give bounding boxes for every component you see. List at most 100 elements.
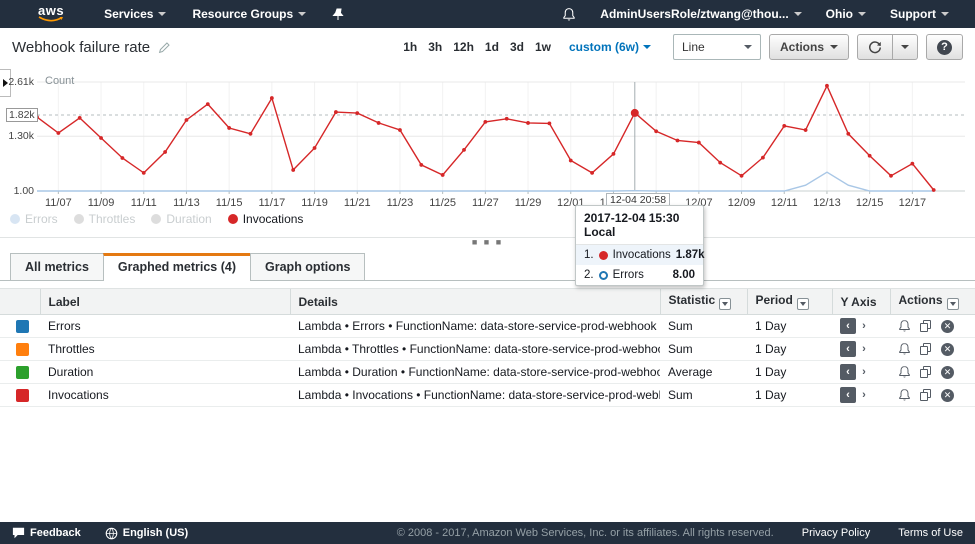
legend-dot-icon bbox=[228, 214, 238, 224]
chart-legend: Errors Throttles Duration Invocations bbox=[10, 212, 303, 226]
privacy-policy-link[interactable]: Privacy Policy bbox=[802, 527, 870, 539]
time-range-1h[interactable]: 1h bbox=[403, 40, 417, 54]
metric-period[interactable]: 1 Day bbox=[747, 361, 832, 384]
duplicate-icon[interactable] bbox=[920, 366, 932, 378]
remove-metric-icon[interactable]: ✕ bbox=[941, 389, 954, 402]
time-range-12h[interactable]: 12h bbox=[453, 40, 474, 54]
metric-period[interactable]: 1 Day bbox=[747, 338, 832, 361]
custom-range-button[interactable]: custom (6w) bbox=[569, 40, 651, 54]
metric-color-checkbox[interactable] bbox=[16, 366, 29, 379]
filter-dropdown-icon[interactable] bbox=[719, 298, 731, 310]
metric-period[interactable]: 1 Day bbox=[747, 384, 832, 407]
nav-region-menu[interactable]: Ohio bbox=[826, 7, 866, 21]
metric-row-throttles: ThrottlesLambda • Throttles • FunctionNa… bbox=[0, 338, 975, 361]
metric-color-checkbox[interactable] bbox=[16, 389, 29, 402]
tooltip-row-invocations: 1.Invocations1.87k bbox=[576, 245, 703, 265]
alarm-bell-icon[interactable] bbox=[898, 342, 911, 356]
metrics-tabs: All metricsGraphed metrics (4)Graph opti… bbox=[0, 252, 975, 281]
metric-statistic[interactable]: Average bbox=[660, 361, 747, 384]
metric-label[interactable]: Errors bbox=[40, 315, 290, 338]
nav-resource-groups[interactable]: Resource Groups bbox=[192, 7, 306, 21]
metric-color-checkbox[interactable] bbox=[16, 320, 29, 333]
copyright-text: © 2008 - 2017, Amazon Web Services, Inc.… bbox=[397, 527, 774, 539]
alarm-bell-icon[interactable] bbox=[898, 319, 911, 333]
chevron-down-icon bbox=[858, 12, 866, 16]
metric-statistic[interactable]: Sum bbox=[660, 315, 747, 338]
y-axis-left-button[interactable]: ‹ bbox=[840, 318, 856, 334]
column-header-select bbox=[0, 289, 40, 315]
alarm-bell-icon[interactable] bbox=[898, 388, 911, 402]
y-tick-label: 2.61k bbox=[2, 76, 34, 88]
time-range-3d[interactable]: 3d bbox=[510, 40, 524, 54]
metric-period[interactable]: 1 Day bbox=[747, 315, 832, 338]
pin-icon[interactable] bbox=[332, 8, 344, 21]
x-tick-label: 11/27 bbox=[472, 197, 499, 209]
edit-pencil-icon[interactable] bbox=[158, 41, 171, 54]
alarm-bell-icon[interactable] bbox=[898, 365, 911, 379]
tab-graph-options[interactable]: Graph options bbox=[250, 253, 365, 280]
actions-button[interactable]: Actions bbox=[769, 34, 849, 60]
y-axis-left-button[interactable]: ‹ bbox=[840, 341, 856, 357]
language-selector[interactable]: English (US) bbox=[105, 527, 188, 540]
column-header-actions: Actions bbox=[890, 289, 975, 315]
x-tick-label: 11/13 bbox=[173, 197, 200, 209]
legend-label: Duration bbox=[166, 212, 211, 226]
metric-details: Lambda • Errors • FunctionName: data-sto… bbox=[290, 315, 660, 338]
tab-graphed-metrics-4-[interactable]: Graphed metrics (4) bbox=[103, 253, 251, 281]
filter-dropdown-icon[interactable] bbox=[947, 298, 959, 310]
remove-metric-icon[interactable]: ✕ bbox=[941, 366, 954, 379]
metric-details: Lambda • Duration • FunctionName: data-s… bbox=[290, 361, 660, 384]
remove-metric-icon[interactable]: ✕ bbox=[941, 343, 954, 356]
x-tick-label: 11/19 bbox=[301, 197, 328, 209]
nav-support-menu[interactable]: Support bbox=[890, 7, 949, 21]
y-axis-title: Count bbox=[45, 75, 74, 87]
refresh-button[interactable] bbox=[857, 34, 893, 60]
y-axis-right-button[interactable]: › bbox=[856, 341, 872, 357]
metric-label[interactable]: Throttles bbox=[40, 338, 290, 361]
resize-grip[interactable]: ■ ■ ■ bbox=[472, 239, 503, 245]
y-axis-left-button[interactable]: ‹ bbox=[840, 387, 856, 403]
tooltip-series-name: Errors bbox=[613, 269, 644, 281]
duplicate-icon[interactable] bbox=[920, 389, 932, 401]
metric-row-duration: DurationLambda • Duration • FunctionName… bbox=[0, 361, 975, 384]
legend-item-throttles[interactable]: Throttles bbox=[74, 212, 136, 226]
nav-services[interactable]: Services bbox=[104, 7, 166, 21]
y-axis-right-button[interactable]: › bbox=[856, 364, 872, 380]
metric-statistic[interactable]: Sum bbox=[660, 384, 747, 407]
terms-of-use-link[interactable]: Terms of Use bbox=[898, 527, 963, 539]
filter-dropdown-icon[interactable] bbox=[797, 298, 809, 310]
feedback-button[interactable]: Feedback bbox=[12, 527, 81, 539]
y-axis-right-button[interactable]: › bbox=[856, 318, 872, 334]
metric-label[interactable]: Duration bbox=[40, 361, 290, 384]
notifications-bell-icon[interactable] bbox=[562, 7, 576, 22]
metric-statistic[interactable]: Sum bbox=[660, 338, 747, 361]
remove-metric-icon[interactable]: ✕ bbox=[941, 320, 954, 333]
metric-details: Lambda • Invocations • FunctionName: dat… bbox=[290, 384, 660, 407]
chart-type-select[interactable]: Line bbox=[673, 34, 761, 60]
y-axis-left-button[interactable]: ‹ bbox=[840, 364, 856, 380]
nav-account-menu[interactable]: AdminUsersRole/ztwang@thou... bbox=[600, 7, 801, 21]
y-axis-right-button[interactable]: › bbox=[856, 387, 872, 403]
duplicate-icon[interactable] bbox=[920, 343, 932, 355]
time-range-1d[interactable]: 1d bbox=[485, 40, 499, 54]
aws-smile-icon bbox=[38, 16, 64, 23]
x-tick-label: 11/07 bbox=[45, 197, 72, 209]
tab-all-metrics[interactable]: All metrics bbox=[10, 253, 104, 280]
page-title: Webhook failure rate bbox=[12, 39, 171, 56]
metric-label[interactable]: Invocations bbox=[40, 384, 290, 407]
legend-item-invocations[interactable]: Invocations bbox=[228, 212, 304, 226]
chart-plot-area[interactable]: 11/0711/0911/1111/1311/1511/1711/1911/21… bbox=[0, 66, 975, 211]
time-range-3h[interactable]: 3h bbox=[428, 40, 442, 54]
legend-item-errors[interactable]: Errors bbox=[10, 212, 58, 226]
metric-color-checkbox[interactable] bbox=[16, 343, 29, 356]
tooltip-series-name: Invocations bbox=[613, 249, 671, 261]
legend-item-duration[interactable]: Duration bbox=[151, 212, 211, 226]
x-tick-label: 11/09 bbox=[88, 197, 115, 209]
time-range-1w[interactable]: 1w bbox=[535, 40, 551, 54]
refresh-options-button[interactable] bbox=[893, 34, 918, 60]
help-button[interactable]: ? bbox=[926, 34, 963, 60]
metrics-table: LabelDetailsStatisticPeriodY AxisActions… bbox=[0, 288, 975, 407]
filled-circle-icon bbox=[599, 251, 608, 260]
aws-logo[interactable]: aws bbox=[38, 5, 64, 23]
duplicate-icon[interactable] bbox=[920, 320, 932, 332]
